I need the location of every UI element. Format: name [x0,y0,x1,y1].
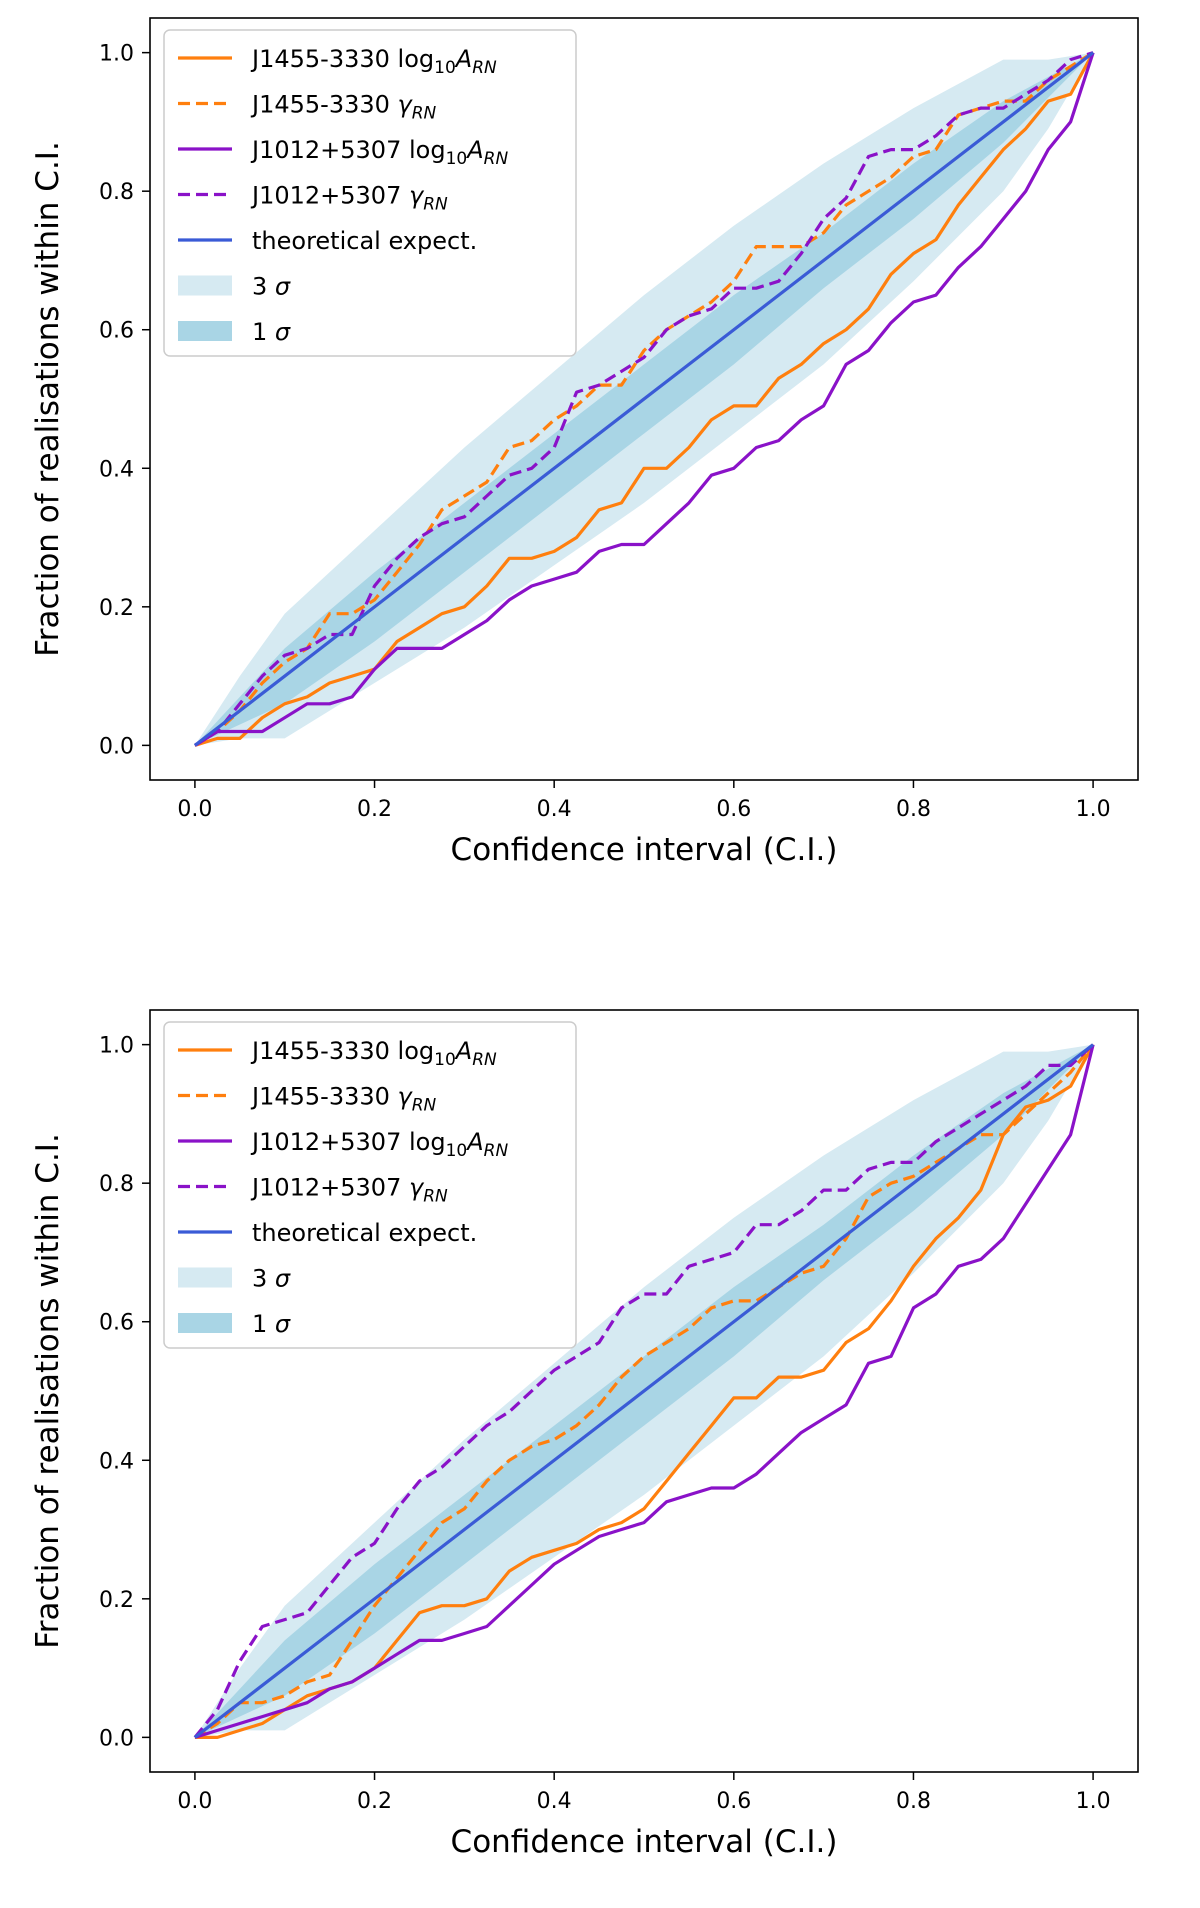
y-axis-label: Fraction of realisations within C.I. [30,1133,66,1649]
y-tick-label: 0.0 [99,734,134,759]
x-tick-label: 0.0 [177,1789,212,1814]
series-line-2 [194,1043,1095,1739]
chart-2: 0.0 0.2 0.4 0.6 0.8 1.0 0.0 0.2 0.4 0.6 0.8 1.0 Conf… [30,1009,1139,1860]
y-tick-label: 0.0 [99,1726,134,1751]
series-line-3 [194,52,1095,747]
x-tick-label: 0.0 [177,797,212,822]
x-tick-label: 0.8 [896,797,931,822]
x-tick-label: 0.2 [357,1789,392,1814]
legend-label-4: J1012+5307 γRN [250,1174,448,1207]
legend-handle-6 [178,275,232,296]
legend-box [163,29,577,357]
legend-label-7: 1 σ [252,1310,291,1338]
x-axis-label: Confidence interval (C.I.) [451,832,838,868]
legend-handle-7 [178,1313,232,1333]
legend-label-4: J1012+5307 γRN [250,182,448,215]
series-line-5 [193,51,1095,747]
x-tick-label: 0.6 [716,797,751,822]
axes-frame [149,1009,1139,1773]
legend-label-2: J1455-3330 γRN [250,91,437,124]
chart-1: 0.0 0.2 0.4 0.6 0.8 1.0 0.0 0.2 0.4 0.6 0.8 1.0 Conf… [30,17,1139,868]
legend-label-1: J1455-3330 log10ARN [250,1037,497,1070]
x-tick-label: 0.6 [716,1789,751,1814]
legend-label-1: J1455-3330 log10ARN [250,45,497,78]
legend-label-3: J1012+5307 log10ARN [250,136,508,169]
axes-frame [149,17,1139,781]
x-tick-label: 0.2 [357,797,392,822]
x-tick-label: 0.4 [537,797,572,822]
y-tick-label: 0.6 [99,1311,134,1336]
series-line-5 [193,1043,1095,1739]
x-tick-label: 1.0 [1076,797,1111,822]
legend-label-5: theoretical expect. [252,227,477,255]
y-tick-label: 0.4 [99,1449,134,1474]
legend-label-6: 3 σ [252,1265,291,1293]
legend-handle-6 [178,1267,232,1288]
series-line-4 [193,1043,1095,1739]
legend-label-2: J1455-3330 γRN [250,1083,437,1116]
x-tick-label: 0.8 [896,1789,931,1814]
legend-box [163,1021,577,1349]
series-line-1 [194,51,1095,747]
legend-handle-7 [178,321,232,341]
plot-area [193,1043,1095,1740]
y-axis-label: Fraction of realisations within C.I. [30,141,66,657]
legend-label-6: 3 σ [252,273,291,301]
x-tick-label: 1.0 [1076,1789,1111,1814]
series-line-4 [194,51,1094,747]
y-tick-label: 0.8 [99,180,134,205]
legend-label-5: theoretical expect. [252,1219,477,1247]
y-tick-label: 0.4 [99,457,134,482]
y-tick-label: 0.2 [99,596,134,621]
legend-label-7: 1 σ [252,318,291,346]
legend-label-3: J1012+5307 log10ARN [250,1128,508,1161]
legend: J1455-3330 log10ARN J1455-3330 γRN J1012+5… [163,1021,577,1349]
x-tick-label: 0.4 [537,1789,572,1814]
legend: J1455-3330 log10ARN J1455-3330 γRN J1012+5… [163,29,577,357]
y-tick-label: 0.8 [99,1172,134,1197]
series-line-2 [194,51,1094,747]
series-line-3 [194,1044,1095,1739]
plot-area [193,51,1095,747]
y-tick-label: 1.0 [99,1034,134,1059]
y-tick-label: 0.6 [99,319,134,344]
x-axis-label: Confidence interval (C.I.) [451,1824,838,1860]
y-tick-label: 1.0 [99,42,134,67]
y-tick-label: 0.2 [99,1588,134,1613]
